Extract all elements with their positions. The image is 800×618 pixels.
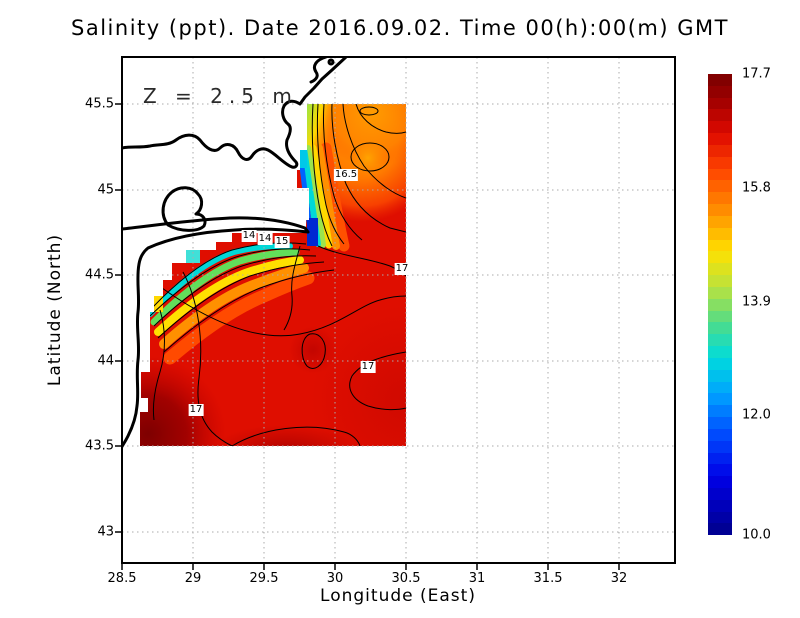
y-tick-label: 44: [97, 353, 114, 369]
coastline: [122, 57, 348, 450]
grid-lines: [122, 57, 675, 563]
colorbar: [708, 74, 732, 536]
contour-label: 17: [360, 361, 376, 373]
y-axis-title: Latitude (North): [45, 233, 65, 387]
plot-title: Salinity (ppt). Date 2016.09.02. Time 00…: [71, 16, 729, 40]
colorbar-tick-label: 12.0: [742, 407, 771, 423]
contour-lines: [149, 104, 406, 446]
contour-label: 15: [274, 236, 290, 248]
x-tick-label: 30.5: [391, 571, 421, 586]
x-axis-title: Longitude (East): [320, 586, 476, 606]
depth-annotation: Z = 2.5 m: [143, 84, 298, 108]
contour-label: 17: [188, 404, 204, 416]
contour-label: 14: [257, 233, 273, 245]
contour-label: 17: [394, 263, 410, 275]
y-tick-label: 44.5: [85, 267, 114, 283]
contour-label: 14: [241, 230, 257, 242]
y-tick-label: 45.5: [85, 96, 114, 112]
colorbar-tick-label: 17.7: [742, 66, 771, 82]
y-tick-label: 43.5: [85, 438, 114, 454]
colorbar-tick-label: 13.9: [742, 294, 771, 310]
x-tick-label: 30: [326, 571, 344, 586]
colorbar-tick-label: 15.8: [742, 180, 771, 196]
contour-label: 16.5: [333, 169, 359, 181]
x-tick-label: 29.5: [249, 571, 279, 586]
x-tick-label: 29: [184, 571, 202, 586]
coastal-band-lower: [147, 242, 315, 365]
tick-marks: [115, 103, 620, 570]
x-tick-label: 28.5: [107, 571, 137, 586]
y-tick-label: 43: [97, 524, 114, 540]
colorbar-tick-label: 10.0: [742, 527, 771, 543]
x-tick-label: 31.5: [533, 571, 563, 586]
x-tick-label: 31: [468, 571, 486, 586]
plot-frame: [121, 56, 676, 564]
y-tick-label: 45: [97, 182, 114, 198]
x-tick-label: 32: [610, 571, 628, 586]
